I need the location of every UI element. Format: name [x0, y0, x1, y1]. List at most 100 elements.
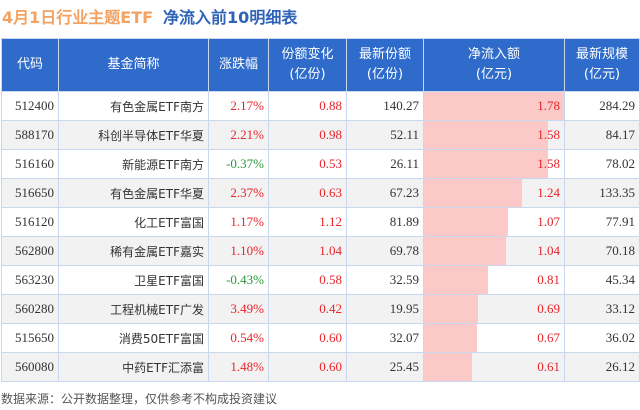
cell-name: 有色金属ETF南方 — [58, 91, 209, 121]
cell-change: 1.10% — [208, 236, 269, 266]
cell-shares: 67.23 — [346, 178, 424, 208]
inflow-bar — [424, 121, 549, 149]
cell-name: 有色金属ETF华夏 — [58, 178, 209, 208]
cell-share-change: 0.60 — [268, 352, 347, 382]
cell-name: 工程机械ETF广发 — [58, 294, 209, 324]
inflow-bar — [424, 150, 549, 178]
cell-name: 化工ETF富国 — [58, 207, 209, 237]
cell-change: -0.37% — [208, 149, 269, 179]
footer-source: 数据来源：公开数据整理，仅供参考不构成投资建议 — [1, 392, 278, 406]
cell-code: 516120 — [1, 207, 59, 237]
title-date: 4月1日行业主题ETF — [2, 8, 154, 27]
table-row: 560280 工程机械ETF广发 3.49% 0.42 19.95 0.69 33.12 — [1, 294, 640, 324]
cell-code: 562800 — [1, 236, 59, 266]
cell-share-change: 1.12 — [268, 207, 347, 237]
cell-share-change: 0.53 — [268, 149, 347, 179]
cell-shares: 81.89 — [346, 207, 424, 237]
inflow-value: 1.58 — [537, 156, 560, 171]
header-change: 涨跌幅 — [208, 38, 269, 92]
header-net-inflow: 净流入额 (亿元) — [423, 38, 565, 92]
inflow-value: 1.04 — [537, 243, 560, 258]
table-row: 515650 消费50ETF富国 0.54% 0.60 32.07 0.67 36.02 — [1, 323, 640, 353]
header-share-change: 份额变化 (亿份) — [268, 38, 347, 92]
inflow-bar — [424, 295, 479, 323]
cell-code: 516650 — [1, 178, 59, 208]
cell-change: 1.48% — [208, 352, 269, 382]
cell-shares: 32.59 — [346, 265, 424, 295]
table-row: 516160 新能源ETF南方 -0.37% 0.53 26.11 1.58 78.02 — [1, 149, 640, 179]
cell-net-inflow: 0.69 — [423, 294, 565, 324]
cell-name: 新能源ETF南方 — [58, 149, 209, 179]
page-title: 4月1日行业主题ETF 净流入前10明细表 — [2, 4, 297, 28]
cell-scale: 33.12 — [564, 294, 640, 324]
table-row: 516650 有色金属ETF华夏 2.37% 0.63 67.23 1.24 133.35 — [1, 178, 640, 208]
cell-name: 科创半导体ETF华夏 — [58, 120, 209, 150]
inflow-bar — [424, 324, 477, 352]
cell-scale: 284.29 — [564, 91, 640, 121]
cell-change: 2.17% — [208, 91, 269, 121]
cell-code: 560080 — [1, 352, 59, 382]
cell-net-inflow: 1.58 — [423, 120, 565, 150]
cell-code: 563230 — [1, 265, 59, 295]
cell-share-change: 0.88 — [268, 91, 347, 121]
cell-code: 516160 — [1, 149, 59, 179]
title-main: 净流入前10明细表 — [163, 8, 298, 27]
cell-shares: 19.95 — [346, 294, 424, 324]
cell-net-inflow: 1.78 — [423, 91, 565, 121]
inflow-value: 1.78 — [537, 98, 560, 113]
inflow-value: 0.81 — [537, 272, 560, 287]
header-shares: 最新份额 (亿份) — [346, 38, 424, 92]
inflow-bar — [424, 353, 472, 381]
cell-share-change: 1.04 — [268, 236, 347, 266]
cell-scale: 133.35 — [564, 178, 640, 208]
cell-change: 1.17% — [208, 207, 269, 237]
cell-change: -0.43% — [208, 265, 269, 295]
cell-share-change: 0.63 — [268, 178, 347, 208]
cell-net-inflow: 1.24 — [423, 178, 565, 208]
cell-net-inflow: 1.04 — [423, 236, 565, 266]
cell-name: 卫星ETF富国 — [58, 265, 209, 295]
table-row: 516120 化工ETF富国 1.17% 1.12 81.89 1.07 77.91 — [1, 207, 640, 237]
inflow-bar — [424, 237, 506, 265]
table-row: 563230 卫星ETF富国 -0.43% 0.58 32.59 0.81 45.34 — [1, 265, 640, 295]
cell-name: 中药ETF汇添富 — [58, 352, 209, 382]
inflow-value: 1.07 — [537, 214, 560, 229]
cell-scale: 84.17 — [564, 120, 640, 150]
inflow-value: 1.24 — [537, 185, 560, 200]
cell-scale: 45.34 — [564, 265, 640, 295]
inflow-bar — [424, 179, 522, 207]
cell-code: 588170 — [1, 120, 59, 150]
cell-change: 2.37% — [208, 178, 269, 208]
cell-share-change: 0.60 — [268, 323, 347, 353]
header-name: 基金简称 — [58, 38, 209, 92]
table-row: 512400 有色金属ETF南方 2.17% 0.88 140.27 1.78 284.29 — [1, 91, 640, 121]
cell-net-inflow: 0.67 — [423, 323, 565, 353]
cell-share-change: 0.58 — [268, 265, 347, 295]
cell-name: 稀有金属ETF嘉实 — [58, 236, 209, 266]
cell-net-inflow: 1.58 — [423, 149, 565, 179]
cell-change: 2.21% — [208, 120, 269, 150]
table-row: 588170 科创半导体ETF华夏 2.21% 0.98 52.11 1.58 84.17 — [1, 120, 640, 150]
inflow-bar — [424, 92, 564, 120]
inflow-bar — [424, 208, 509, 236]
cell-shares: 25.45 — [346, 352, 424, 382]
cell-change: 3.49% — [208, 294, 269, 324]
cell-net-inflow: 1.07 — [423, 207, 565, 237]
cell-net-inflow: 0.81 — [423, 265, 565, 295]
cell-scale: 78.02 — [564, 149, 640, 179]
cell-shares: 32.07 — [346, 323, 424, 353]
cell-scale: 36.02 — [564, 323, 640, 353]
cell-scale: 77.91 — [564, 207, 640, 237]
cell-code: 560280 — [1, 294, 59, 324]
cell-scale: 70.18 — [564, 236, 640, 266]
cell-shares: 140.27 — [346, 91, 424, 121]
etf-table: 代码 基金简称 涨跌幅 份额变化 (亿份) 最新份额 (亿份) 净流入额 (亿元) 最新规模… — [1, 38, 640, 382]
header-scale: 最新规模 (亿元) — [564, 38, 640, 92]
cell-share-change: 0.98 — [268, 120, 347, 150]
cell-name: 消费50ETF富国 — [58, 323, 209, 353]
inflow-value: 1.58 — [537, 127, 560, 142]
inflow-value: 0.69 — [537, 301, 560, 316]
cell-code: 512400 — [1, 91, 59, 121]
cell-code: 515650 — [1, 323, 59, 353]
inflow-value: 0.61 — [537, 359, 560, 374]
